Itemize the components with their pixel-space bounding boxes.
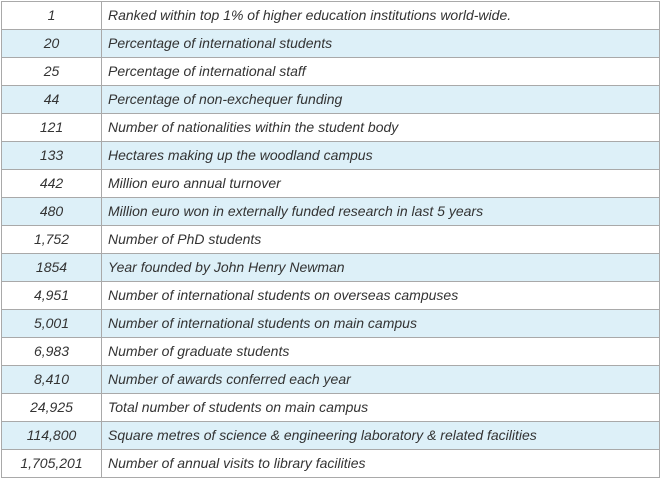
fact-description: Year founded by John Henry Newman <box>101 253 660 282</box>
fact-value: 480 <box>1 197 102 226</box>
fact-description: Hectares making up the woodland campus <box>101 141 660 170</box>
table-row: 442 Million euro annual turnover <box>1 169 660 198</box>
fact-description: Million euro annual turnover <box>101 169 660 198</box>
fact-value: 114,800 <box>1 421 102 450</box>
fact-value: 25 <box>1 57 102 86</box>
fact-value: 20 <box>1 29 102 58</box>
fact-value: 44 <box>1 85 102 114</box>
fact-value: 1854 <box>1 253 102 282</box>
fact-value: 24,925 <box>1 393 102 422</box>
fact-value: 5,001 <box>1 309 102 338</box>
fact-value: 133 <box>1 141 102 170</box>
table-row: 4,951 Number of international students o… <box>1 281 660 310</box>
fact-description: Number of nationalities within the stude… <box>101 113 660 142</box>
table-row: 114,800 Square metres of science & engin… <box>1 421 660 450</box>
fact-description: Number of annual visits to library facil… <box>101 449 660 478</box>
fact-description: Number of awards conferred each year <box>101 365 660 394</box>
table-row: 133 Hectares making up the woodland camp… <box>1 141 660 170</box>
fact-value: 8,410 <box>1 365 102 394</box>
fact-description: Square metres of science & engineering l… <box>101 421 660 450</box>
table-row: 6,983 Number of graduate students <box>1 337 660 366</box>
fact-value: 1,705,201 <box>1 449 102 478</box>
fact-description: Percentage of non-exchequer funding <box>101 85 660 114</box>
table-row: 8,410 Number of awards conferred each ye… <box>1 365 660 394</box>
fact-description: Ranked within top 1% of higher education… <box>101 1 660 30</box>
fact-value: 6,983 <box>1 337 102 366</box>
fact-description: Number of PhD students <box>101 225 660 254</box>
table-row: 1854 Year founded by John Henry Newman <box>1 253 660 282</box>
fact-description: Total number of students on main campus <box>101 393 660 422</box>
fact-description: Million euro won in externally funded re… <box>101 197 660 226</box>
table-row: 24,925 Total number of students on main … <box>1 393 660 422</box>
fact-description: Percentage of international students <box>101 29 660 58</box>
fact-value: 4,951 <box>1 281 102 310</box>
table-row: 480 Million euro won in externally funde… <box>1 197 660 226</box>
table-row: 1 Ranked within top 1% of higher educati… <box>1 1 660 30</box>
fact-description: Percentage of international staff <box>101 57 660 86</box>
table-row: 44 Percentage of non-exchequer funding <box>1 85 660 114</box>
fact-value: 1 <box>1 1 102 30</box>
fact-description: Number of international students on main… <box>101 309 660 338</box>
table-row: 20 Percentage of international students <box>1 29 660 58</box>
fact-value: 442 <box>1 169 102 198</box>
table-row: 5,001 Number of international students o… <box>1 309 660 338</box>
table-row: 1,705,201 Number of annual visits to lib… <box>1 449 660 478</box>
table-row: 1,752 Number of PhD students <box>1 225 660 254</box>
fact-value: 1,752 <box>1 225 102 254</box>
table-row: 121 Number of nationalities within the s… <box>1 113 660 142</box>
fact-description: Number of international students on over… <box>101 281 660 310</box>
fact-value: 121 <box>1 113 102 142</box>
table-row: 25 Percentage of international staff <box>1 57 660 86</box>
fact-description: Number of graduate students <box>101 337 660 366</box>
